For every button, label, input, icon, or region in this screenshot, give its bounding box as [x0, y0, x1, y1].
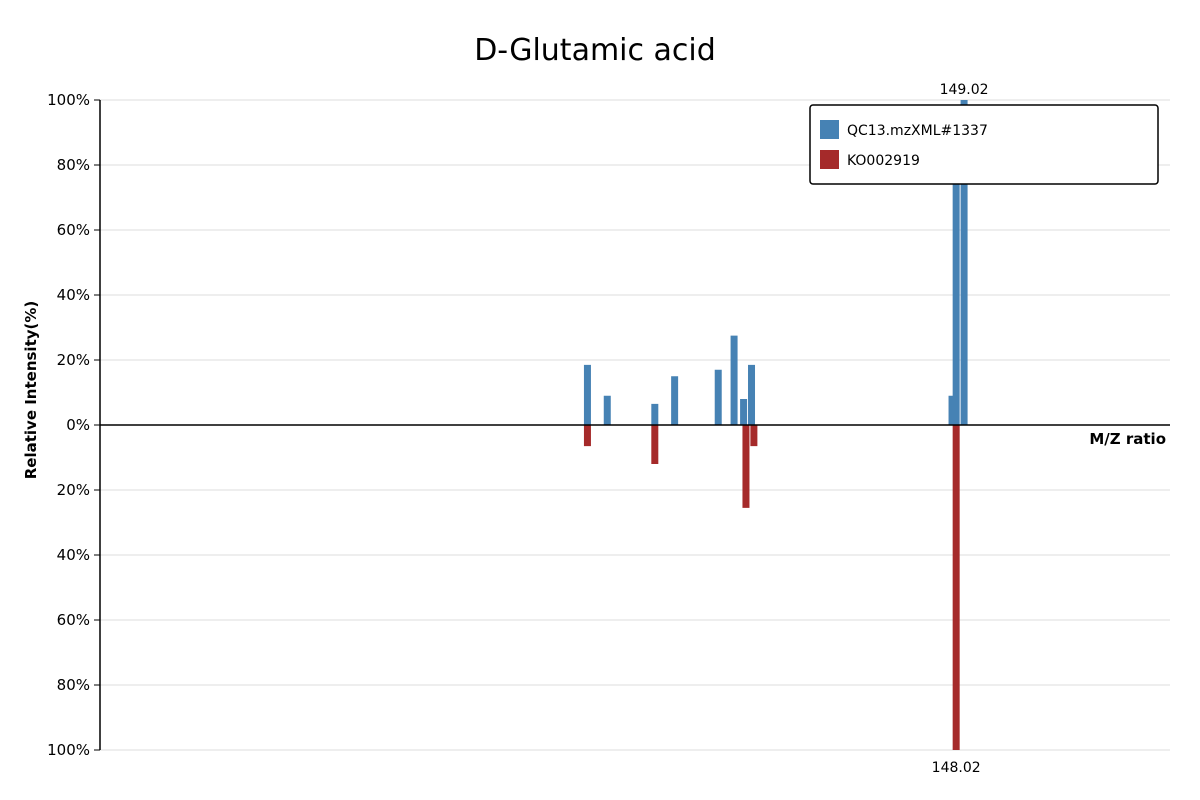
y-tick-label: 80%: [57, 676, 90, 694]
y-tick-label: 20%: [57, 351, 90, 369]
bar-ko002919: [750, 425, 758, 447]
axes: [99, 100, 1170, 750]
y-tick-label: 40%: [57, 286, 90, 304]
grid-lines: [100, 99, 1170, 751]
y-tick-label: 100%: [47, 91, 90, 109]
legend-box: [809, 104, 1159, 185]
bar-qc13: [740, 399, 748, 425]
y-tick-label: 20%: [57, 481, 90, 499]
bars: [583, 100, 968, 750]
legend-swatch-ko002919: [820, 150, 839, 169]
x-axis-label: M/Z ratio: [1089, 430, 1166, 448]
y-tick-label: 40%: [57, 546, 90, 564]
legend-label-ko002919: KO002919: [847, 153, 920, 169]
legend-label-qc13: QC13.mzXML#1337: [847, 123, 988, 139]
y-tick-label: 60%: [57, 221, 90, 239]
bar-qc13: [671, 376, 679, 425]
bar-qc13: [948, 395, 956, 425]
y-tick-label: 60%: [57, 611, 90, 629]
legend-swatch-qc13: [820, 120, 839, 139]
y-tick-label: 80%: [57, 156, 90, 174]
bar-ko002919: [583, 425, 591, 447]
bar-ko002919: [651, 425, 659, 464]
bar-qc13: [603, 395, 611, 425]
bar-ko002919: [952, 425, 960, 750]
bar-qc13: [583, 364, 591, 425]
chart-title: D-Glutamic acid: [474, 33, 716, 68]
peak-label: 149.02: [940, 82, 989, 98]
bar-qc13: [748, 364, 756, 425]
bar-qc13: [952, 161, 960, 425]
y-tick-label: 100%: [47, 741, 90, 759]
y-tick-label: 0%: [66, 416, 90, 434]
bar-qc13: [714, 369, 722, 425]
y-axis-label: Relative Intensity(%): [22, 301, 40, 480]
bar-qc13: [651, 403, 659, 425]
bar-qc13: [730, 335, 738, 425]
bar-ko002919: [742, 425, 750, 508]
peak-label: 148.02: [932, 760, 981, 776]
legend: QC13.mzXML#1337 KO002919: [809, 104, 1159, 185]
bar-qc13: [960, 100, 968, 425]
y-ticks: 100% 80% 60% 40% 20% 0% 20% 40% 60% 80% 100%: [47, 91, 100, 759]
